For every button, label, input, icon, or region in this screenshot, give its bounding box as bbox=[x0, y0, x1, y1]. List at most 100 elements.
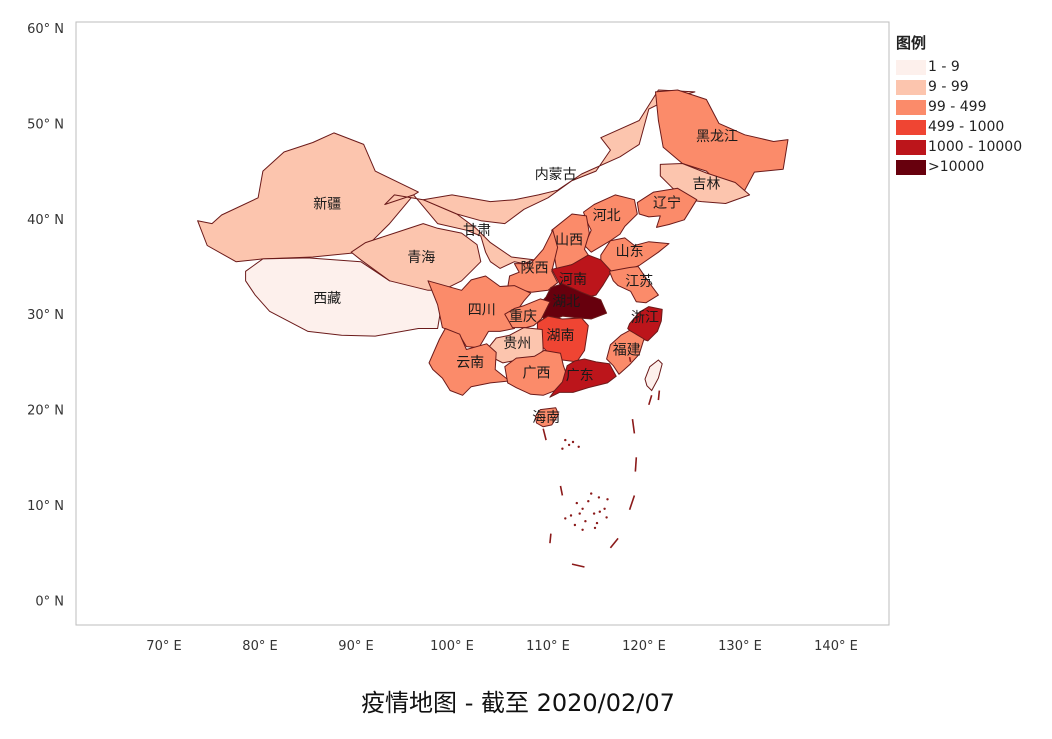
province-label: 陕西 bbox=[521, 260, 549, 276]
islet-dot bbox=[595, 521, 599, 525]
province-label: 湖南 bbox=[547, 328, 575, 344]
province-regions bbox=[197, 89, 789, 428]
islet-dot bbox=[561, 447, 564, 450]
province-region bbox=[549, 358, 617, 398]
province-label: 广西 bbox=[523, 365, 551, 381]
islet-dot bbox=[577, 445, 580, 448]
islet-dot bbox=[584, 520, 587, 523]
legend-title: 图例 bbox=[896, 34, 927, 52]
islet-dot bbox=[581, 528, 584, 531]
legend-label: 99 - 499 bbox=[928, 99, 987, 115]
islet-dot bbox=[597, 496, 601, 499]
province-label: 西藏 bbox=[313, 291, 341, 307]
province-label: 辽宁 bbox=[653, 195, 681, 212]
longitude-axis: 70° E 80° E 90° E 100° E 110° E 120° E 1… bbox=[146, 639, 858, 654]
legend-label: 499 - 1000 bbox=[928, 119, 1005, 135]
islet-dot bbox=[578, 512, 581, 515]
boundary-dash bbox=[657, 390, 661, 401]
x-tick-label: 130° E bbox=[718, 639, 762, 654]
x-tick-label: 140° E bbox=[814, 639, 858, 654]
province-label: 云南 bbox=[456, 355, 484, 371]
province-region bbox=[636, 187, 698, 228]
x-tick-label: 70° E bbox=[146, 639, 181, 654]
south-china-sea-islands bbox=[542, 356, 663, 568]
province-region bbox=[551, 213, 590, 270]
legend: 图例 1 - 9 9 - 99 99 - 499 499 - 1000 1000… bbox=[896, 32, 1022, 177]
islet-dot bbox=[587, 500, 590, 503]
islet-dot bbox=[592, 512, 596, 515]
islet-dot bbox=[606, 498, 609, 501]
province-region bbox=[350, 223, 482, 291]
x-tick-label: 120° E bbox=[622, 639, 666, 654]
boundary-dash bbox=[559, 485, 564, 496]
province-label: 甘肃 bbox=[463, 223, 491, 239]
y-tick-label: 10° N bbox=[27, 499, 64, 514]
islet-dot bbox=[564, 438, 567, 442]
islet-dot bbox=[605, 516, 608, 519]
islet-dot bbox=[564, 517, 567, 520]
latitude-axis: 60° N 50° N 40° N 30° N 20° N 10° N 0° N bbox=[27, 22, 64, 609]
legend-item: 1 - 9 bbox=[896, 57, 1022, 77]
province-label: 吉林 bbox=[692, 177, 720, 193]
legend-swatch bbox=[896, 99, 926, 115]
province-label: 内蒙古 bbox=[535, 167, 577, 183]
province-region bbox=[606, 329, 645, 375]
islet-dot bbox=[575, 501, 578, 505]
boundary-dash bbox=[542, 428, 547, 441]
legend-item: 9 - 99 bbox=[896, 77, 1022, 97]
boundary-dash bbox=[549, 533, 552, 544]
province-label: 山东 bbox=[616, 244, 644, 260]
legend-swatch bbox=[896, 139, 926, 155]
islet-dot bbox=[573, 523, 577, 527]
province-region bbox=[488, 327, 544, 364]
province-label: 浙江 bbox=[631, 310, 659, 326]
boundary-dash bbox=[609, 537, 619, 549]
province-label: 贵州 bbox=[503, 336, 531, 352]
legend-label: 1 - 9 bbox=[928, 59, 960, 75]
province-label: 黑龙江 bbox=[696, 129, 738, 145]
province-label: 青海 bbox=[407, 250, 435, 266]
province-label: 山西 bbox=[555, 233, 583, 249]
province-region bbox=[428, 328, 511, 396]
islet-dot bbox=[567, 443, 571, 447]
legend-item: >10000 bbox=[896, 157, 1022, 177]
islet-dot bbox=[598, 510, 601, 513]
legend-swatch bbox=[896, 119, 926, 135]
boundary-dash bbox=[628, 356, 632, 363]
y-tick-label: 20° N bbox=[27, 404, 64, 419]
x-tick-label: 80° E bbox=[242, 639, 277, 654]
province-label: 河北 bbox=[593, 208, 621, 224]
islet-dot bbox=[569, 514, 573, 517]
map-caption: 疫情地图 - 截至 2020/02/07 bbox=[361, 689, 675, 717]
x-tick-label: 100° E bbox=[430, 639, 474, 654]
boundary-dash bbox=[628, 495, 636, 511]
boundary-dash bbox=[648, 395, 653, 406]
legend-label: >10000 bbox=[928, 159, 985, 175]
x-tick-label: 90° E bbox=[338, 639, 373, 654]
legend-swatch bbox=[896, 79, 926, 95]
province-label: 海南 bbox=[532, 410, 560, 426]
province-label: 重庆 bbox=[509, 309, 537, 325]
taiwan-outline bbox=[644, 359, 663, 392]
province-region bbox=[608, 266, 659, 304]
province-label: 新疆 bbox=[313, 197, 341, 213]
legend-swatch bbox=[896, 159, 926, 175]
province-region bbox=[535, 407, 560, 428]
province-label: 湖北 bbox=[552, 294, 580, 310]
province-label: 河南 bbox=[559, 272, 587, 288]
islet-dot bbox=[571, 440, 575, 444]
y-tick-label: 40° N bbox=[27, 213, 64, 228]
islet-dot bbox=[590, 492, 593, 495]
province-label: 福建 bbox=[613, 343, 641, 359]
province-region bbox=[655, 89, 789, 191]
province-region bbox=[197, 132, 419, 263]
province-label: 江苏 bbox=[625, 274, 653, 290]
islet-dot bbox=[593, 526, 597, 530]
x-tick-label: 110° E bbox=[526, 639, 570, 654]
boundary-dash bbox=[571, 563, 585, 568]
y-tick-label: 60° N bbox=[27, 22, 64, 37]
province-region bbox=[583, 194, 638, 253]
province-label: 广东 bbox=[566, 368, 594, 384]
